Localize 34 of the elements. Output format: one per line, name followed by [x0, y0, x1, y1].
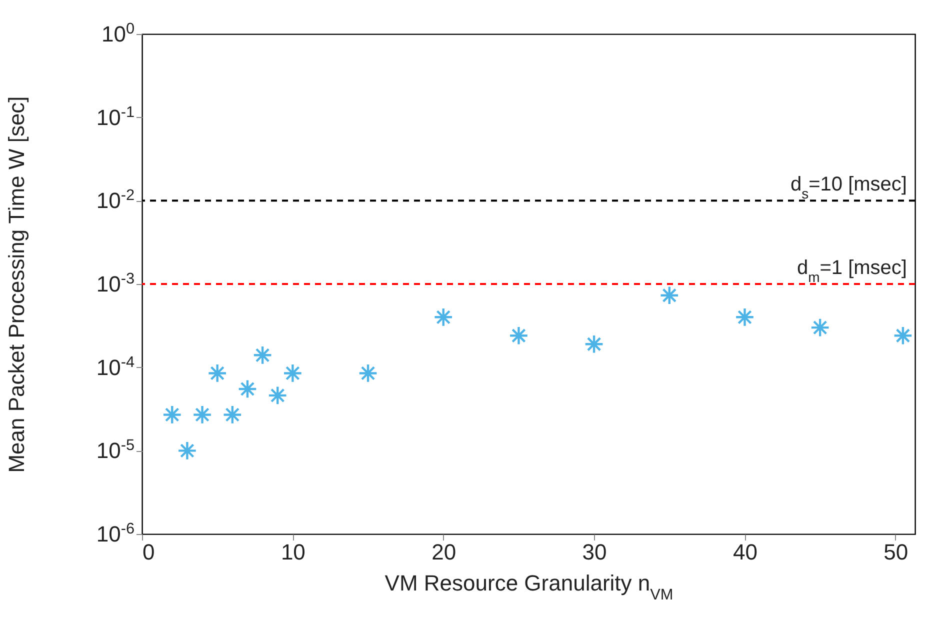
point [282, 363, 302, 383]
point [358, 363, 378, 383]
x-axis-title: VM Resource Granularity n$_{VM}$ [384, 570, 674, 603]
y-tick-label: 10$^{-2}$ [96, 186, 134, 214]
point [660, 286, 680, 306]
x-tick-label: 20 [432, 540, 456, 564]
x-tick-label: 50 [884, 540, 908, 564]
point [208, 363, 228, 383]
y-tick-label: 10$^{-1}$ [96, 103, 134, 130]
point [893, 326, 913, 346]
x-tick-label: 10 [280, 540, 306, 564]
y-tick-label: 10$^{-3}$ [96, 270, 134, 296]
point [810, 318, 830, 338]
point [584, 334, 604, 354]
y-tick-label: 10$^{-4}$ [96, 353, 135, 380]
y-tick-label: 10$^{-6}$ [96, 520, 134, 546]
point [222, 404, 242, 424]
x-tick-label: 0 [142, 540, 155, 564]
point [177, 440, 197, 460]
point [434, 307, 454, 327]
point [268, 386, 288, 406]
point [238, 379, 258, 399]
x-tick-label: 40 [732, 540, 758, 564]
ref-line-label: d$_{s}$=10 [msec] [790, 174, 907, 202]
y-axis-title: Mean Packet Processing Time W [sec] [4, 96, 29, 473]
point [252, 345, 272, 365]
point [734, 307, 754, 327]
y-tick-label: 10$^{-5}$ [96, 436, 134, 464]
y-tick-label: 10$^{0}$ [101, 20, 134, 46]
ref-line-label: d$_{m}$=1 [msec] [796, 257, 907, 285]
point [508, 326, 528, 346]
point [192, 404, 212, 424]
point [162, 404, 182, 424]
x-tick-label: 30 [582, 540, 607, 564]
